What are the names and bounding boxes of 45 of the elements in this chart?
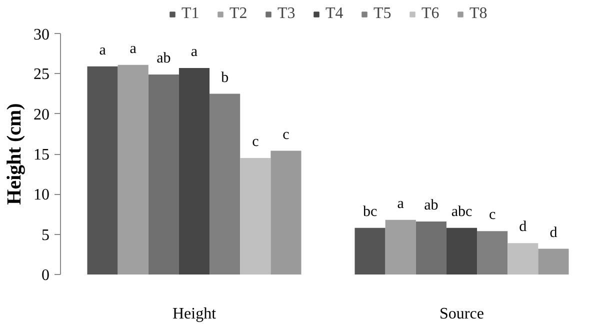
y-tick-label: 5 [42, 226, 50, 244]
legend-label: T8 [470, 5, 488, 23]
bar [477, 231, 508, 274]
bar [538, 248, 569, 274]
data-label: bc [362, 204, 378, 220]
data-label: abc [451, 204, 472, 220]
bar [354, 228, 386, 274]
data-label: a [99, 42, 106, 58]
data-label: ab [424, 197, 438, 214]
bar [87, 66, 118, 274]
bar [508, 243, 538, 274]
legend-label: T5 [374, 5, 392, 23]
legend-label: T6 [422, 5, 440, 23]
data-label: c [282, 126, 290, 143]
y-tick-label: 30 [34, 26, 50, 44]
legend-label: T1 [182, 5, 200, 23]
bar [416, 221, 446, 274]
data-label: d [550, 224, 558, 241]
legend-label: T2 [230, 5, 248, 23]
y-tick-label: 15 [34, 146, 50, 164]
y-tick-label: 0 [42, 267, 50, 284]
bar [240, 158, 271, 274]
bar [178, 68, 210, 274]
legend-label: T4 [326, 5, 344, 23]
x-tick-label: Height [172, 306, 217, 322]
bar [210, 94, 240, 274]
x-tick-label: Source [440, 306, 484, 322]
y-tick-label: 20 [34, 106, 50, 124]
data-label: c [252, 134, 260, 150]
y-tick-label: 25 [34, 66, 50, 84]
data-label: b [221, 70, 229, 86]
y-axis-title: Height (cm) [4, 103, 26, 205]
data-label: a [130, 40, 137, 57]
data-label: a [190, 44, 198, 60]
legend-label: T3 [278, 5, 296, 23]
bar [270, 150, 302, 274]
data-label: a [397, 196, 404, 212]
bar [385, 220, 416, 274]
y-tick-label: 10 [34, 186, 50, 204]
bar [148, 74, 179, 274]
bar [446, 228, 478, 274]
data-label: d [519, 219, 528, 236]
data-label: ab [156, 50, 171, 66]
data-label: c [488, 207, 496, 224]
bar [118, 64, 148, 274]
